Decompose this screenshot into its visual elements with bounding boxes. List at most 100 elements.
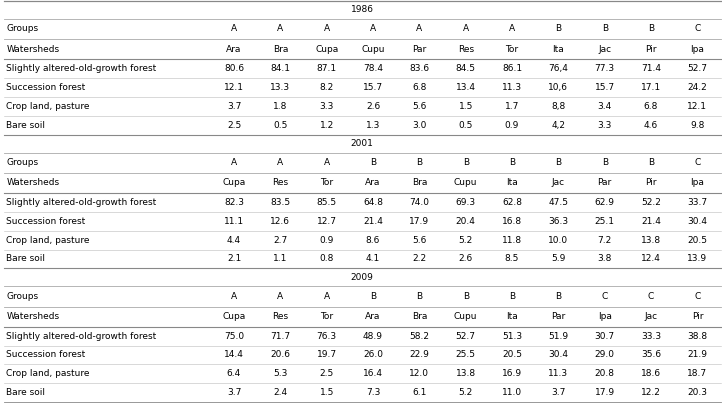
Text: Succession forest: Succession forest — [6, 351, 86, 359]
Text: 12.4: 12.4 — [641, 254, 661, 264]
Text: 3.3: 3.3 — [598, 120, 612, 130]
Text: 52.7: 52.7 — [687, 64, 708, 73]
Text: 26.0: 26.0 — [363, 351, 383, 359]
Text: 51.3: 51.3 — [502, 332, 522, 341]
Text: 8.6: 8.6 — [366, 236, 380, 245]
Text: 2009: 2009 — [351, 273, 373, 282]
Text: 0.9: 0.9 — [505, 120, 519, 130]
Text: 2.4: 2.4 — [273, 388, 287, 397]
Text: 29.0: 29.0 — [595, 351, 614, 359]
Text: 20.6: 20.6 — [270, 351, 290, 359]
Text: 2.6: 2.6 — [458, 254, 473, 264]
Text: Ara: Ara — [365, 178, 380, 187]
Text: C: C — [695, 24, 700, 33]
Text: 1.5: 1.5 — [458, 102, 473, 111]
Text: Ipa: Ipa — [690, 178, 705, 187]
Text: Pir: Pir — [645, 44, 657, 54]
Text: Bra: Bra — [273, 44, 288, 54]
Text: 76,4: 76,4 — [549, 64, 568, 73]
Text: B: B — [555, 292, 562, 301]
Text: Ita: Ita — [506, 312, 518, 321]
Text: Ara: Ara — [226, 44, 242, 54]
Text: Slightly altered-old-growth forest: Slightly altered-old-growth forest — [6, 332, 157, 341]
Text: 3.4: 3.4 — [598, 102, 612, 111]
Text: B: B — [463, 158, 469, 167]
Text: 33.7: 33.7 — [687, 198, 708, 207]
Text: Bare soil: Bare soil — [6, 120, 45, 130]
Text: 0.8: 0.8 — [319, 254, 334, 264]
Text: Crop land, pasture: Crop land, pasture — [6, 370, 90, 378]
Text: Groups: Groups — [6, 292, 38, 301]
Text: 69.3: 69.3 — [456, 198, 476, 207]
Text: 3.8: 3.8 — [598, 254, 612, 264]
Text: Par: Par — [412, 44, 427, 54]
Text: Ara: Ara — [365, 312, 380, 321]
Text: 7.2: 7.2 — [598, 236, 612, 245]
Text: 51.9: 51.9 — [548, 332, 568, 341]
Text: A: A — [509, 24, 515, 33]
Text: 47.5: 47.5 — [549, 198, 568, 207]
Text: 74.0: 74.0 — [409, 198, 430, 207]
Text: 80.6: 80.6 — [224, 64, 244, 73]
Text: 17.9: 17.9 — [595, 388, 614, 397]
Text: Watersheds: Watersheds — [6, 312, 60, 321]
Text: 1.8: 1.8 — [273, 102, 287, 111]
Text: 11.0: 11.0 — [502, 388, 522, 397]
Text: Par: Par — [551, 312, 565, 321]
Text: 15.7: 15.7 — [363, 83, 383, 92]
Text: 3.7: 3.7 — [551, 388, 565, 397]
Text: Ipa: Ipa — [598, 312, 612, 321]
Text: Res: Res — [458, 44, 474, 54]
Text: 76.3: 76.3 — [317, 332, 336, 341]
Text: 71.7: 71.7 — [270, 332, 290, 341]
Text: A: A — [231, 158, 237, 167]
Text: 33.3: 33.3 — [641, 332, 661, 341]
Text: 1.1: 1.1 — [273, 254, 287, 264]
Text: 48.9: 48.9 — [363, 332, 383, 341]
Text: 22.9: 22.9 — [409, 351, 430, 359]
Text: Cupa: Cupa — [315, 44, 339, 54]
Text: 11.8: 11.8 — [502, 236, 522, 245]
Text: Succession forest: Succession forest — [6, 83, 86, 92]
Text: 8.5: 8.5 — [505, 254, 519, 264]
Text: Cupu: Cupu — [454, 178, 477, 187]
Text: 25.5: 25.5 — [456, 351, 476, 359]
Text: Succession forest: Succession forest — [6, 217, 86, 226]
Text: 2.6: 2.6 — [366, 102, 380, 111]
Text: B: B — [648, 158, 654, 167]
Text: 4.4: 4.4 — [227, 236, 241, 245]
Text: 0.5: 0.5 — [458, 120, 473, 130]
Text: A: A — [463, 24, 469, 33]
Text: 12.0: 12.0 — [409, 370, 430, 378]
Text: 6.1: 6.1 — [412, 388, 427, 397]
Text: Slightly altered-old-growth forest: Slightly altered-old-growth forest — [6, 64, 157, 73]
Text: 12.1: 12.1 — [224, 83, 244, 92]
Text: 52.7: 52.7 — [456, 332, 476, 341]
Text: 78.4: 78.4 — [363, 64, 383, 73]
Text: B: B — [370, 292, 376, 301]
Text: 3.7: 3.7 — [227, 388, 241, 397]
Text: 58.2: 58.2 — [409, 332, 430, 341]
Text: B: B — [417, 158, 422, 167]
Text: 6.4: 6.4 — [227, 370, 241, 378]
Text: 1.2: 1.2 — [320, 120, 334, 130]
Text: Res: Res — [272, 312, 288, 321]
Text: C: C — [648, 292, 654, 301]
Text: 71.4: 71.4 — [641, 64, 661, 73]
Text: Bra: Bra — [412, 312, 427, 321]
Text: 36.3: 36.3 — [548, 217, 568, 226]
Text: Bra: Bra — [412, 178, 427, 187]
Text: 17.9: 17.9 — [409, 217, 430, 226]
Text: C: C — [601, 292, 608, 301]
Text: 21.4: 21.4 — [641, 217, 661, 226]
Text: 86.1: 86.1 — [502, 64, 522, 73]
Text: 21.9: 21.9 — [687, 351, 708, 359]
Text: A: A — [323, 24, 330, 33]
Text: 2001: 2001 — [351, 139, 373, 148]
Text: 18.6: 18.6 — [641, 370, 661, 378]
Text: Par: Par — [598, 178, 612, 187]
Text: 13.8: 13.8 — [641, 236, 661, 245]
Text: 5.2: 5.2 — [458, 388, 473, 397]
Text: B: B — [370, 158, 376, 167]
Text: 62.8: 62.8 — [502, 198, 522, 207]
